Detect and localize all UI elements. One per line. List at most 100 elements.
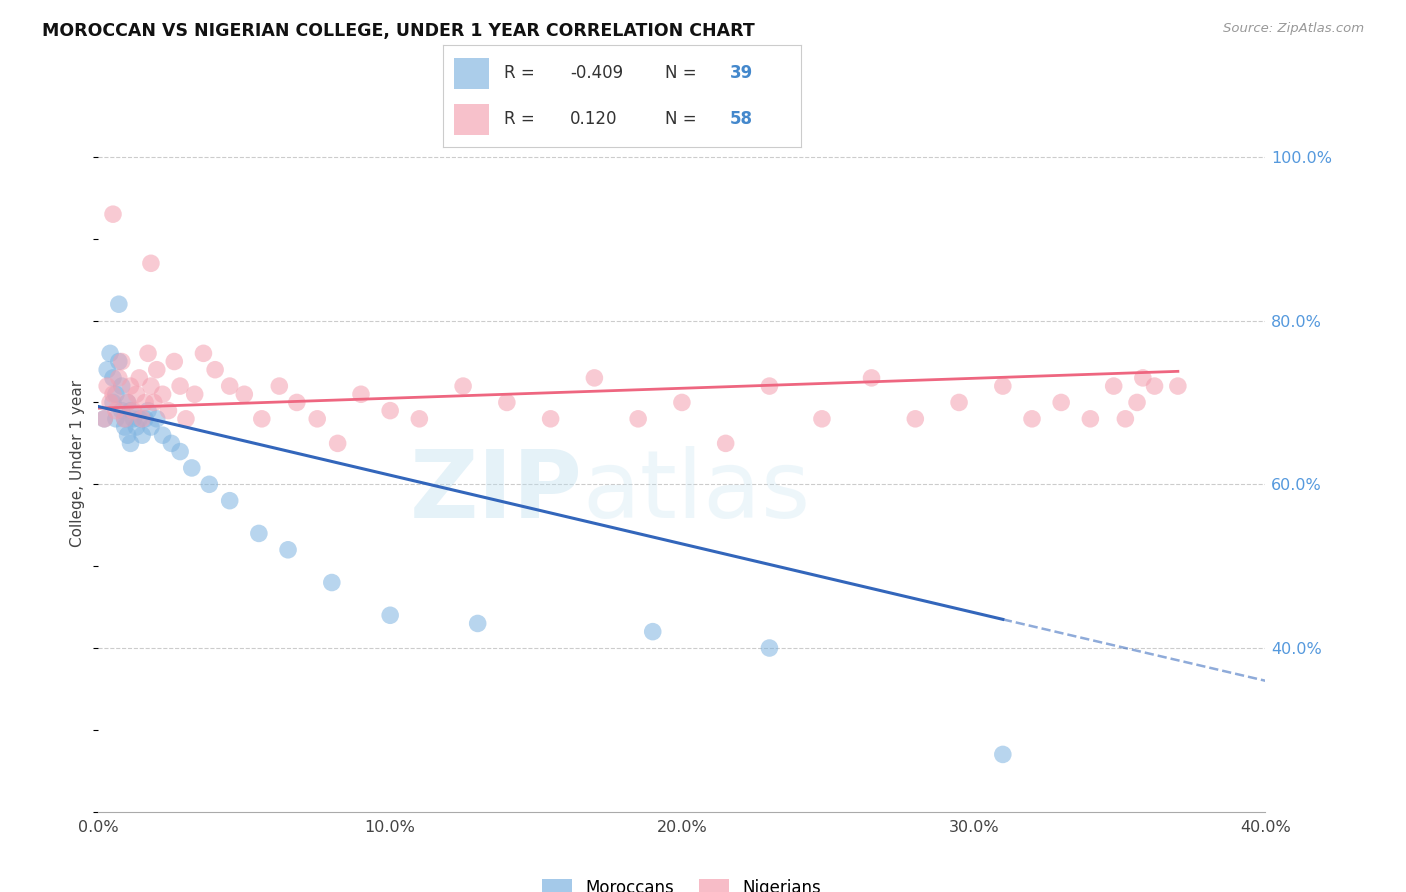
Text: 0.120: 0.120 bbox=[571, 110, 617, 128]
Point bbox=[98, 395, 121, 409]
Point bbox=[180, 461, 202, 475]
Point bbox=[114, 412, 136, 426]
Point bbox=[108, 354, 131, 368]
Point bbox=[114, 412, 136, 426]
Point bbox=[101, 387, 124, 401]
Bar bbox=[454, 104, 489, 135]
Point bbox=[641, 624, 664, 639]
Point bbox=[125, 387, 148, 401]
Point bbox=[120, 436, 142, 450]
Point bbox=[163, 354, 186, 368]
Text: R =: R = bbox=[503, 64, 534, 82]
Point bbox=[1132, 371, 1154, 385]
Bar bbox=[454, 58, 489, 88]
Point bbox=[101, 395, 124, 409]
Point bbox=[378, 608, 402, 623]
Point bbox=[467, 616, 489, 631]
Point bbox=[991, 379, 1014, 393]
Point bbox=[198, 477, 221, 491]
Point bbox=[101, 207, 124, 221]
Point bbox=[96, 362, 118, 376]
Legend: Moroccans, Nigerians: Moroccans, Nigerians bbox=[536, 872, 828, 892]
Point bbox=[1126, 395, 1149, 409]
Point bbox=[247, 526, 270, 541]
Point bbox=[136, 403, 159, 417]
Point bbox=[122, 403, 145, 417]
Point bbox=[904, 412, 927, 426]
Point bbox=[326, 436, 349, 450]
Point bbox=[152, 428, 174, 442]
Text: MOROCCAN VS NIGERIAN COLLEGE, UNDER 1 YEAR CORRELATION CHART: MOROCCAN VS NIGERIAN COLLEGE, UNDER 1 YE… bbox=[42, 22, 755, 40]
Text: -0.409: -0.409 bbox=[571, 64, 623, 82]
Point bbox=[152, 387, 174, 401]
Point bbox=[169, 444, 191, 458]
Point bbox=[321, 575, 343, 590]
Point bbox=[627, 412, 650, 426]
Point bbox=[125, 420, 148, 434]
Point bbox=[1143, 379, 1166, 393]
Point bbox=[117, 395, 139, 409]
Point bbox=[350, 387, 373, 401]
Point bbox=[108, 371, 131, 385]
Point bbox=[1114, 412, 1136, 426]
Point bbox=[111, 403, 134, 417]
Point bbox=[139, 256, 162, 270]
Point bbox=[169, 379, 191, 393]
Y-axis label: College, Under 1 year: College, Under 1 year bbox=[70, 380, 86, 548]
Point bbox=[269, 379, 291, 393]
Text: 39: 39 bbox=[730, 64, 754, 82]
Point bbox=[714, 436, 737, 450]
Point bbox=[120, 379, 142, 393]
Text: ZIP: ZIP bbox=[409, 446, 582, 538]
Point bbox=[146, 412, 169, 426]
Point bbox=[96, 379, 118, 393]
Point bbox=[174, 412, 197, 426]
Point bbox=[495, 395, 517, 409]
Point bbox=[991, 747, 1014, 762]
Point bbox=[139, 379, 162, 393]
Point bbox=[218, 379, 240, 393]
Point bbox=[139, 420, 162, 434]
Point bbox=[307, 412, 329, 426]
Text: atlas: atlas bbox=[582, 446, 811, 538]
Point bbox=[758, 379, 780, 393]
Point bbox=[1050, 395, 1073, 409]
Text: Source: ZipAtlas.com: Source: ZipAtlas.com bbox=[1223, 22, 1364, 36]
Point bbox=[671, 395, 693, 409]
Point bbox=[136, 346, 159, 360]
Point bbox=[540, 412, 562, 426]
Point bbox=[583, 371, 606, 385]
Point bbox=[408, 412, 430, 426]
Text: N =: N = bbox=[665, 64, 697, 82]
Point bbox=[758, 640, 780, 655]
Point bbox=[104, 412, 127, 426]
Point bbox=[1102, 379, 1125, 393]
Point bbox=[146, 362, 169, 376]
Point bbox=[860, 371, 883, 385]
Point bbox=[93, 412, 115, 426]
Point bbox=[111, 379, 134, 393]
Point bbox=[218, 493, 240, 508]
Point bbox=[128, 371, 150, 385]
Text: 58: 58 bbox=[730, 110, 752, 128]
Point bbox=[1080, 412, 1102, 426]
Point bbox=[1021, 412, 1043, 426]
Point bbox=[111, 354, 134, 368]
Point bbox=[104, 403, 127, 417]
Point bbox=[117, 395, 139, 409]
Point bbox=[277, 542, 299, 557]
Point bbox=[120, 403, 142, 417]
Point bbox=[157, 403, 180, 417]
Point bbox=[117, 428, 139, 442]
Point bbox=[183, 387, 205, 401]
Point bbox=[378, 403, 402, 417]
Point bbox=[193, 346, 215, 360]
Point bbox=[134, 395, 156, 409]
Point bbox=[160, 436, 183, 450]
Point bbox=[131, 412, 153, 426]
Point bbox=[128, 412, 150, 426]
Point bbox=[811, 412, 834, 426]
Point bbox=[285, 395, 308, 409]
Text: N =: N = bbox=[665, 110, 697, 128]
Point bbox=[101, 371, 124, 385]
